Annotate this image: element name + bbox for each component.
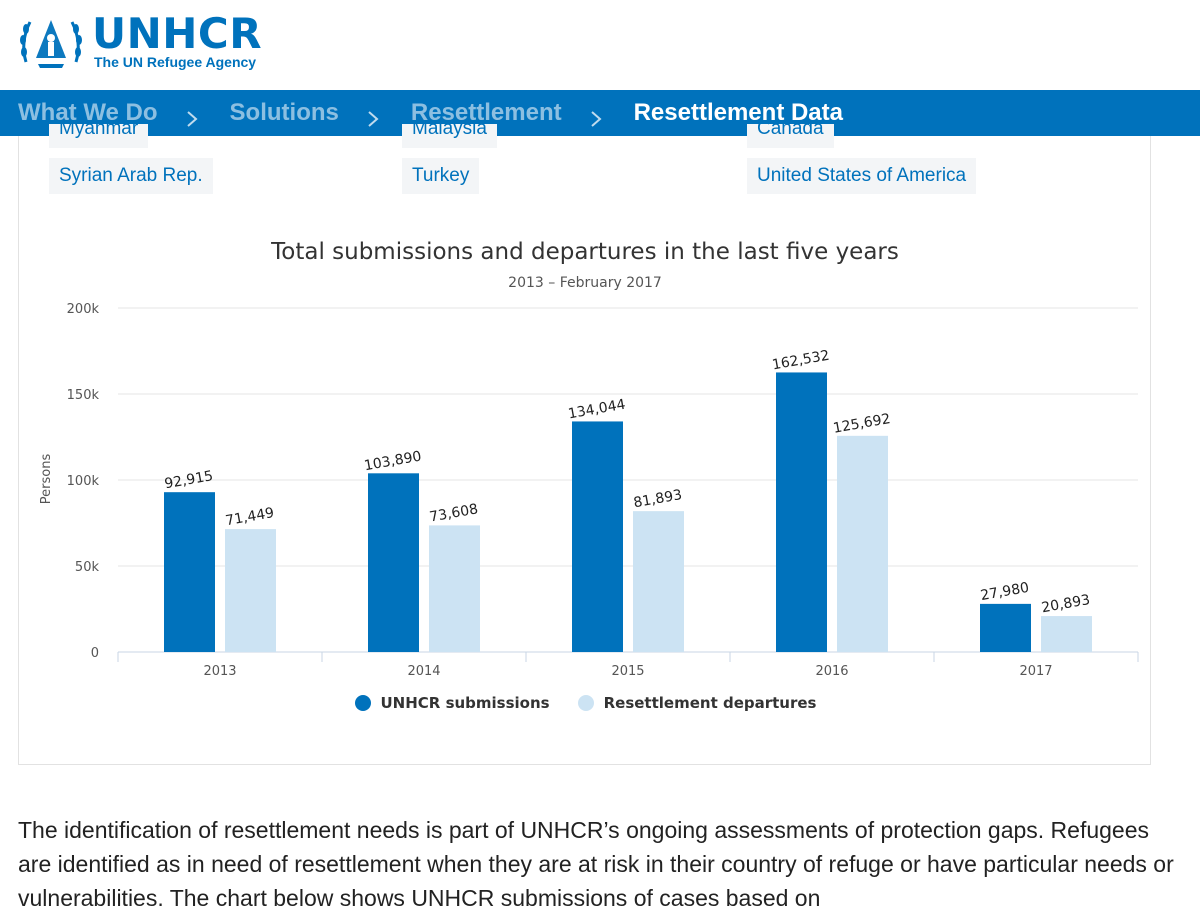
breadcrumb-resettlement[interactable]: Resettlement <box>410 99 562 126</box>
country-chip-usa[interactable]: United States of America <box>747 158 977 194</box>
y-tick-label: 200k <box>67 302 100 317</box>
breadcrumb-solutions[interactable]: Solutions <box>229 99 339 126</box>
legend-swatch-submissions <box>354 695 371 711</box>
chart-card: Myanmar Malaysia Canada Syrian Arab Rep.… <box>18 124 1152 765</box>
brand-name: UNHCR <box>92 9 263 58</box>
data-label: 103,890 <box>363 448 423 474</box>
unhcr-logo[interactable]: UNHCR The UN Refugee Agency <box>18 12 262 72</box>
bar-submissions[interactable] <box>572 421 623 652</box>
legend-swatch-departures <box>577 695 594 711</box>
bar-departures[interactable] <box>837 435 888 652</box>
bar-departures[interactable] <box>225 529 276 652</box>
data-label: 125,692 <box>832 411 892 437</box>
x-tick-label: 2013 <box>203 664 236 679</box>
country-chip-myanmar[interactable]: Myanmar <box>49 124 149 148</box>
chart-subtitle: 2013 – February 2017 <box>508 275 662 291</box>
country-chip-turkey[interactable]: Turkey <box>402 158 480 194</box>
breadcrumb: What We Do Solutions Resettlement Resett… <box>0 90 1200 136</box>
data-label: 27,980 <box>979 580 1030 604</box>
data-label: 134,044 <box>567 397 627 423</box>
legend-label-departures: Resettlement departures <box>603 694 817 712</box>
breadcrumb-what-we-do[interactable]: What We Do <box>18 99 158 126</box>
data-label: 71,449 <box>224 505 275 529</box>
intro-paragraph: The identification of resettlement needs… <box>18 817 1174 911</box>
data-label: 162,532 <box>771 348 831 374</box>
country-chip-syria[interactable]: Syrian Arab Rep. <box>49 158 213 194</box>
legend-item-departures[interactable]: Resettlement departures <box>577 694 817 712</box>
data-label: 92,915 <box>163 468 214 492</box>
breadcrumb-resettlement-data[interactable]: Resettlement Data <box>633 99 843 126</box>
chevron-right-icon <box>186 111 198 127</box>
bar-submissions[interactable] <box>980 603 1031 652</box>
x-tick-label: 2014 <box>407 664 440 679</box>
chart-legend: UNHCR submissions Resettlement departure… <box>19 694 1152 712</box>
chevron-right-icon <box>368 111 379 127</box>
unhcr-emblem-icon <box>20 20 82 68</box>
data-label: 81,893 <box>632 487 683 511</box>
y-tick-label: 50k <box>75 560 100 575</box>
x-tick-label: 2015 <box>611 664 644 679</box>
chevron-right-icon <box>590 111 602 127</box>
legend-label-submissions: UNHCR submissions <box>380 694 550 712</box>
bar-departures[interactable] <box>1041 616 1092 652</box>
data-label: 20,893 <box>1040 592 1091 616</box>
bar-departures[interactable] <box>429 525 480 652</box>
country-chip-canada[interactable]: Canada <box>747 124 834 148</box>
bar-chart: Total submissions and departures in the … <box>39 239 1139 679</box>
y-tick-label: 100k <box>67 474 100 489</box>
brand-tagline: The UN Refugee Agency <box>94 54 257 70</box>
chart-title: Total submissions and departures in the … <box>270 239 899 265</box>
y-tick-label: 150k <box>67 388 100 403</box>
y-axis-label: Persons <box>39 454 54 505</box>
x-tick-label: 2016 <box>815 664 848 679</box>
bar-submissions[interactable] <box>776 372 827 652</box>
x-tick-label: 2017 <box>1019 664 1052 679</box>
bar-submissions[interactable] <box>368 473 419 652</box>
bar-submissions[interactable] <box>164 492 215 652</box>
y-tick-label: 0 <box>91 646 99 661</box>
data-label: 73,608 <box>428 501 479 525</box>
legend-item-submissions[interactable]: UNHCR submissions <box>354 694 550 712</box>
bar-departures[interactable] <box>633 511 684 652</box>
country-chip-malaysia[interactable]: Malaysia <box>402 124 497 148</box>
